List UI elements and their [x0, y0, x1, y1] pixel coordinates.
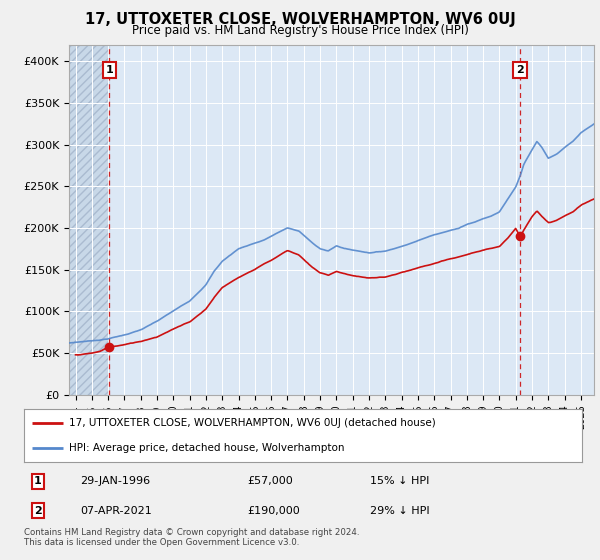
Bar: [69, 45, 109, 395]
Text: 1: 1: [34, 476, 42, 486]
Text: 15% ↓ HPI: 15% ↓ HPI: [370, 476, 430, 486]
Text: 1: 1: [106, 65, 113, 75]
Text: HPI: Average price, detached house, Wolverhampton: HPI: Average price, detached house, Wolv…: [68, 442, 344, 452]
Text: Contains HM Land Registry data © Crown copyright and database right 2024.
This d: Contains HM Land Registry data © Crown c…: [24, 528, 359, 547]
Text: 2: 2: [34, 506, 42, 516]
Bar: [69, 45, 109, 395]
Text: 17, UTTOXETER CLOSE, WOLVERHAMPTON, WV6 0UJ (detached house): 17, UTTOXETER CLOSE, WOLVERHAMPTON, WV6 …: [68, 418, 436, 428]
Text: 29-JAN-1996: 29-JAN-1996: [80, 476, 150, 486]
Text: 07-APR-2021: 07-APR-2021: [80, 506, 152, 516]
Text: 29% ↓ HPI: 29% ↓ HPI: [370, 506, 430, 516]
Text: 17, UTTOXETER CLOSE, WOLVERHAMPTON, WV6 0UJ: 17, UTTOXETER CLOSE, WOLVERHAMPTON, WV6 …: [85, 12, 515, 27]
Text: £190,000: £190,000: [247, 506, 300, 516]
Text: Price paid vs. HM Land Registry's House Price Index (HPI): Price paid vs. HM Land Registry's House …: [131, 24, 469, 36]
Text: £57,000: £57,000: [247, 476, 293, 486]
Text: 2: 2: [516, 65, 524, 75]
